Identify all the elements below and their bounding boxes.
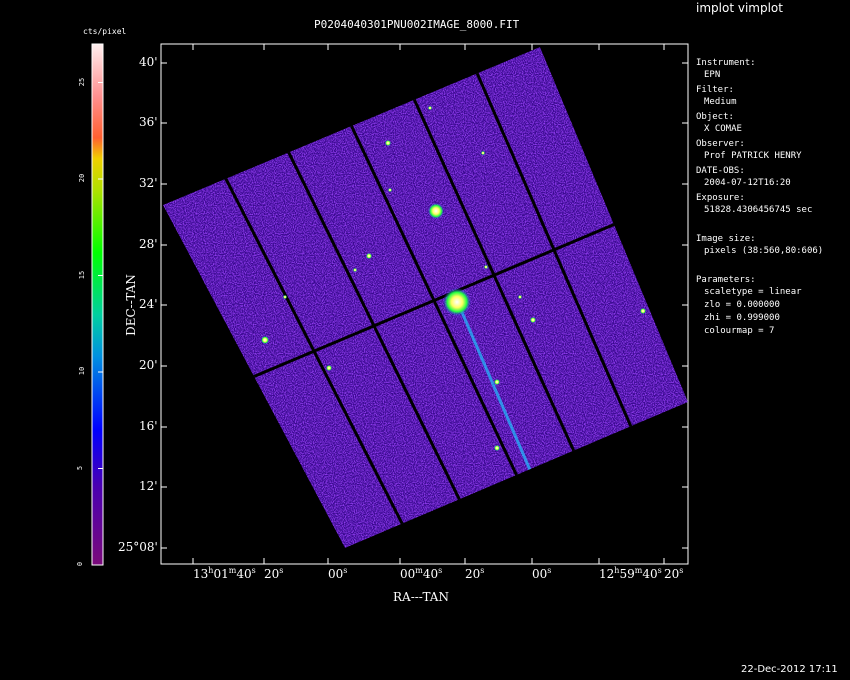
x-ray-source [388, 188, 392, 192]
info-value: pixels (38:560,80:606) [704, 246, 824, 256]
y-tick-label: 20' [139, 358, 158, 372]
x-tick-label: 00s [532, 566, 552, 581]
x-ray-source [494, 379, 500, 385]
plot-frame [160, 43, 689, 565]
info-value: zhi = 0.999000 [704, 313, 780, 323]
info-value: colourmap = 7 [704, 326, 775, 336]
x-tick-label: 20s [264, 566, 284, 581]
x-ray-source [518, 295, 522, 299]
x-ray-source [640, 308, 646, 314]
colorbar-label: cts/pixel [83, 27, 127, 36]
x-tick-label: 00s [328, 566, 348, 581]
info-value: Prof PATRICK HENRY [704, 151, 802, 161]
info-value: scaletype = linear [704, 287, 802, 297]
info-label: Object: [696, 112, 734, 122]
info-value: 2004-07-12T16:20 [704, 178, 791, 188]
y-tick-label: 40' [139, 55, 158, 69]
readout-streak [456, 302, 532, 471]
x-tick-label: 13h01m40s [193, 566, 256, 581]
x-ray-source [283, 295, 287, 299]
x-ray-source [484, 265, 488, 269]
info-label: Parameters: [696, 275, 756, 285]
info-value: 51828.4306456745 sec [704, 205, 813, 215]
y-axis-label: DEC--TAN [123, 274, 138, 336]
x-tick-label: 12h59m40s [599, 566, 662, 581]
detector-image [163, 47, 688, 548]
plot-title: P0204040301PNU002IMAGE_8000.FIT [314, 18, 520, 31]
y-tick-label: 24' [139, 297, 158, 311]
x-ray-source [428, 203, 444, 219]
y-tick-label: 28' [139, 237, 158, 251]
colorbar-tick-label: 15 [78, 270, 87, 279]
colorbar-tick-label: 10 [78, 366, 87, 376]
colorbar-tick-label: 0 [76, 561, 85, 567]
x-ray-source [366, 253, 372, 259]
y-tick-label: 32' [139, 176, 158, 190]
x-ray-source [261, 336, 269, 344]
info-value: Medium [704, 97, 737, 107]
x-ray-source [385, 140, 391, 146]
y-tick-label: 16' [139, 419, 158, 433]
info-label: Filter: [696, 85, 734, 95]
info-value: zlo = 0.000000 [704, 300, 780, 310]
x-tick-label: 00m40s [400, 566, 443, 581]
y-tick-label: 25°08' [118, 540, 158, 554]
colorbar-tick-label: 5 [76, 465, 85, 470]
info-label: Instrument: [696, 58, 756, 68]
y-tick-label: 36' [139, 115, 158, 129]
chip-gap [253, 223, 615, 378]
info-label: Observer: [696, 139, 745, 149]
x-tick-label: 20s [664, 566, 684, 581]
info-label: Image size: [696, 234, 756, 244]
x-ray-source [481, 151, 485, 155]
colorbar-tick-label: 20 [78, 173, 87, 183]
colorbar-gradient [91, 43, 104, 566]
x-ray-source [530, 317, 536, 323]
x-axis-label: RA---TAN [393, 590, 449, 604]
x-ray-source [353, 268, 357, 272]
timestamp: 22-Dec-2012 17:11 [741, 664, 838, 675]
x-ray-source [326, 365, 332, 371]
x-ray-source [494, 445, 500, 451]
info-label: Exposure: [696, 193, 745, 203]
y-tick-label: 12' [139, 479, 158, 493]
info-value: EPN [704, 70, 721, 80]
app-title: implot vimplot [696, 1, 783, 15]
colorbar-tick-label: 25 [78, 77, 87, 86]
info-value: X COMAE [704, 124, 742, 134]
x-ray-source [443, 288, 471, 316]
info-label: DATE-OBS: [696, 166, 745, 176]
x-ray-source [428, 106, 432, 110]
x-tick-label: 20s [465, 566, 485, 581]
